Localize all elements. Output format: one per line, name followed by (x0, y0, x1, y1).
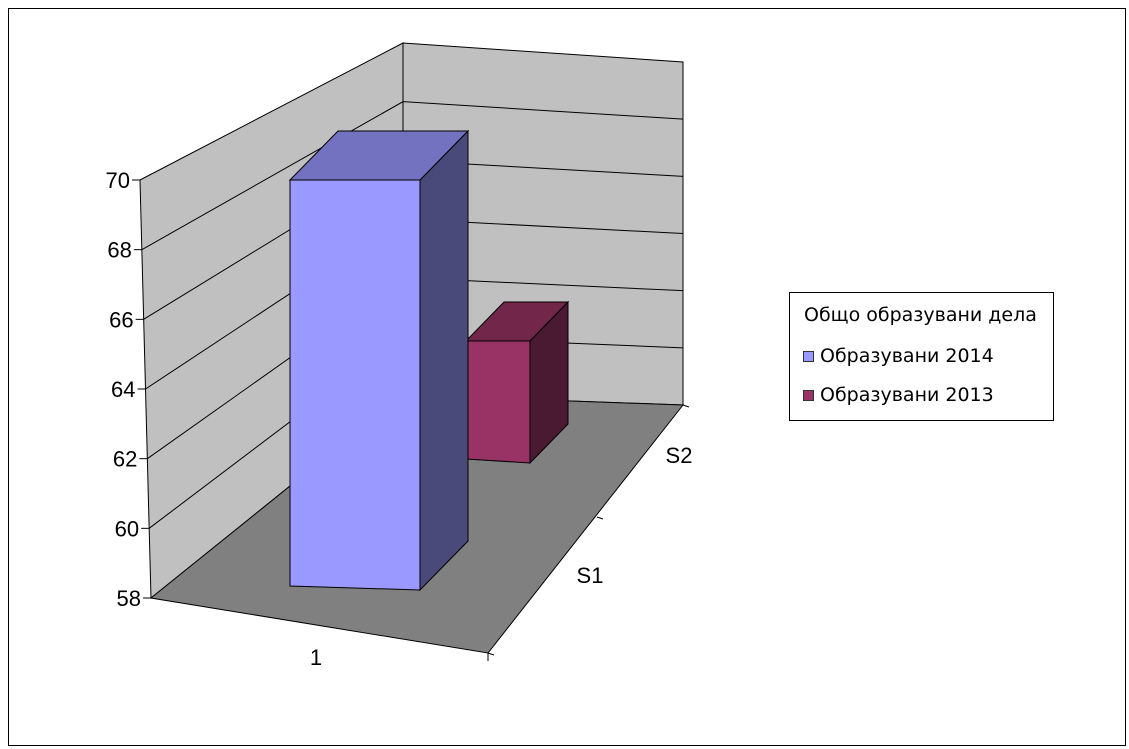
y-tick-label: 58 (117, 586, 141, 611)
category-label: 1 (310, 645, 322, 670)
y-tick-label: 64 (111, 377, 135, 402)
legend-swatch-2014 (803, 350, 814, 362)
legend-label-2013: Образувани 2013 (820, 384, 994, 406)
legend: Общо образувани дела Образувани 2014 Обр… (789, 292, 1054, 421)
depth-axis-tick (682, 404, 690, 408)
y-tick-label: 60 (115, 516, 139, 541)
bar-2014-side (419, 129, 469, 592)
legend-item-2013: Образувани 2013 (803, 384, 994, 406)
bar-2014-top (288, 130, 470, 181)
bar-2013-top (464, 301, 570, 342)
depth-axis-tick (487, 652, 495, 656)
y-tick-label: 62 (113, 447, 137, 472)
y-tick-label: 70 (106, 168, 130, 193)
y-tick-label: 66 (109, 307, 133, 332)
legend-title: Общо образувани дела (804, 304, 1037, 326)
bar-2013-front (465, 340, 531, 464)
y-tick-label: 68 (107, 238, 131, 263)
depth-label-s1: S1 (577, 563, 604, 588)
legend-item-2014: Образувани 2014 (803, 345, 994, 367)
legend-label-2014: Образувани 2014 (820, 345, 994, 367)
depth-label-s2: S2 (666, 443, 693, 468)
depth-axis-tick (596, 516, 604, 520)
legend-swatch-2013 (803, 389, 814, 401)
bar-2014-front (289, 179, 421, 591)
gridline (141, 101, 684, 251)
